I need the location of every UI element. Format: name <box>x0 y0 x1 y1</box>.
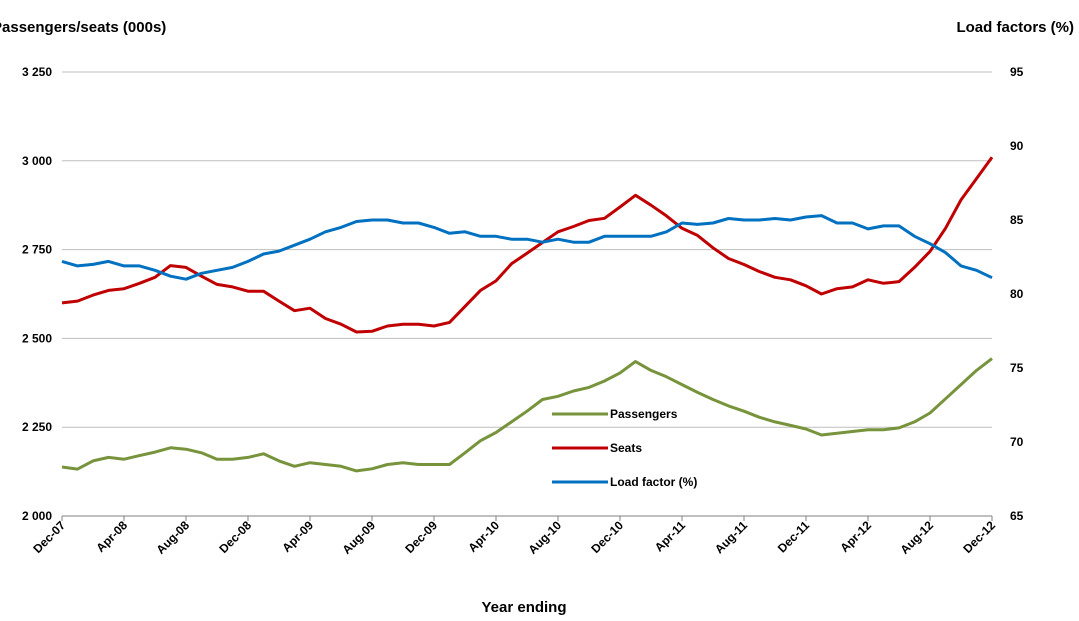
left-tick-label: 3 000 <box>22 154 52 168</box>
x-tick-label: Apr-08 <box>93 518 130 555</box>
gridlines <box>62 71 992 428</box>
left-tick-label: 2 000 <box>22 509 52 523</box>
left-tick-label: 2 500 <box>22 331 52 345</box>
left-tick-label: 3 250 <box>22 65 52 79</box>
legend-label: Seats <box>610 441 642 455</box>
left-tick-label: 2 750 <box>22 243 52 257</box>
x-tick-label: Aug-10 <box>525 518 564 557</box>
x-tick-label: Dec-11 <box>775 518 812 555</box>
x-axis: Dec-07 Apr-08 Aug-08 Dec-08 Apr-09 Aug-09 Dec-… <box>30 515 998 557</box>
left-axis-title: Passengers/seats (000s) <box>0 19 166 36</box>
legend-label: Passengers <box>610 407 678 421</box>
right-tick-label: 90 <box>1010 139 1024 153</box>
x-tick-label: Apr-11 <box>652 518 689 555</box>
x-tick-label: Aug-12 <box>897 518 936 557</box>
series-lines <box>61 156 994 473</box>
x-tick-label: Dec-09 <box>402 518 440 556</box>
passengers-line <box>61 357 993 473</box>
x-tick-label: Aug-09 <box>339 518 378 557</box>
x-axis-title: Year ending <box>481 599 566 616</box>
x-tick-label: Aug-08 <box>153 518 192 557</box>
x-tick-label: Dec-10 <box>588 518 626 556</box>
legend-label: Load factor (%) <box>610 475 697 489</box>
right-tick-label: 80 <box>1010 287 1024 301</box>
x-tick-label: Dec-08 <box>216 518 254 556</box>
right-tick-label: 75 <box>1010 361 1024 375</box>
right-tick-label: 85 <box>1010 213 1024 227</box>
x-tick-label: Apr-09 <box>279 518 316 555</box>
legend: Passengers Seats Load factor (%) <box>552 407 697 489</box>
left-axis-ticks: 2 000 2 250 2 500 2 750 3 000 3 250 <box>22 65 52 523</box>
x-tick-label: Dec-07 <box>30 518 68 556</box>
x-tick-label: Aug-11 <box>712 518 750 556</box>
right-axis-title: Load factors (%) <box>956 19 1074 36</box>
x-tick-label: Dec-12 <box>960 518 998 556</box>
right-tick-label: 95 <box>1010 65 1024 79</box>
x-tick-label: Apr-12 <box>837 518 874 555</box>
load-factor-line <box>61 214 993 281</box>
right-axis-ticks: 65 70 75 80 85 90 95 <box>1010 65 1024 523</box>
x-tick-label: Apr-10 <box>465 518 502 555</box>
right-tick-label: 65 <box>1010 509 1024 523</box>
left-tick-label: 2 250 <box>22 420 52 434</box>
seats-line <box>61 156 994 334</box>
right-tick-label: 70 <box>1010 435 1024 449</box>
